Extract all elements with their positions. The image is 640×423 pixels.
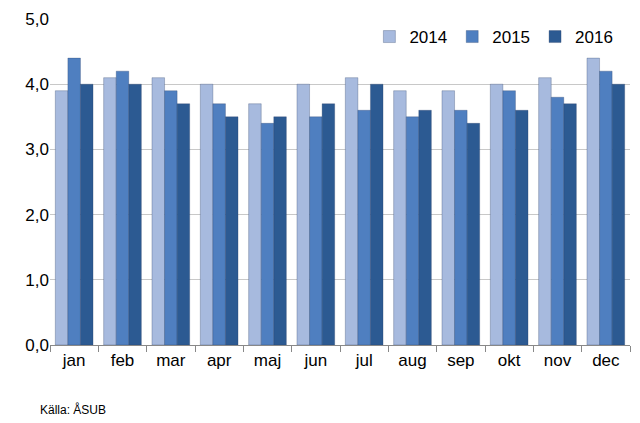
svg-text:0,0: 0,0	[25, 336, 49, 355]
svg-text:feb: feb	[111, 351, 135, 370]
svg-text:sep: sep	[447, 351, 474, 370]
svg-text:mar: mar	[156, 351, 186, 370]
svg-text:5,0: 5,0	[25, 10, 49, 29]
svg-text:aug: aug	[398, 351, 426, 370]
svg-text:4,0: 4,0	[25, 75, 49, 94]
svg-text:jun: jun	[303, 351, 327, 370]
svg-text:2014: 2014	[409, 28, 447, 47]
svg-text:3,0: 3,0	[25, 140, 49, 159]
svg-text:2015: 2015	[492, 28, 530, 47]
svg-text:jul: jul	[355, 351, 373, 370]
svg-text:jan: jan	[62, 351, 86, 370]
svg-text:dec: dec	[592, 351, 620, 370]
svg-text:2016: 2016	[575, 28, 613, 47]
svg-text:maj: maj	[254, 351, 281, 370]
svg-text:nov: nov	[544, 351, 572, 370]
svg-text:1,0: 1,0	[25, 271, 49, 290]
svg-text:2,0: 2,0	[25, 206, 49, 225]
svg-text:Källa: ÅSUB: Källa: ÅSUB	[40, 402, 106, 417]
svg-text:okt: okt	[498, 351, 521, 370]
svg-text:apr: apr	[207, 351, 232, 370]
